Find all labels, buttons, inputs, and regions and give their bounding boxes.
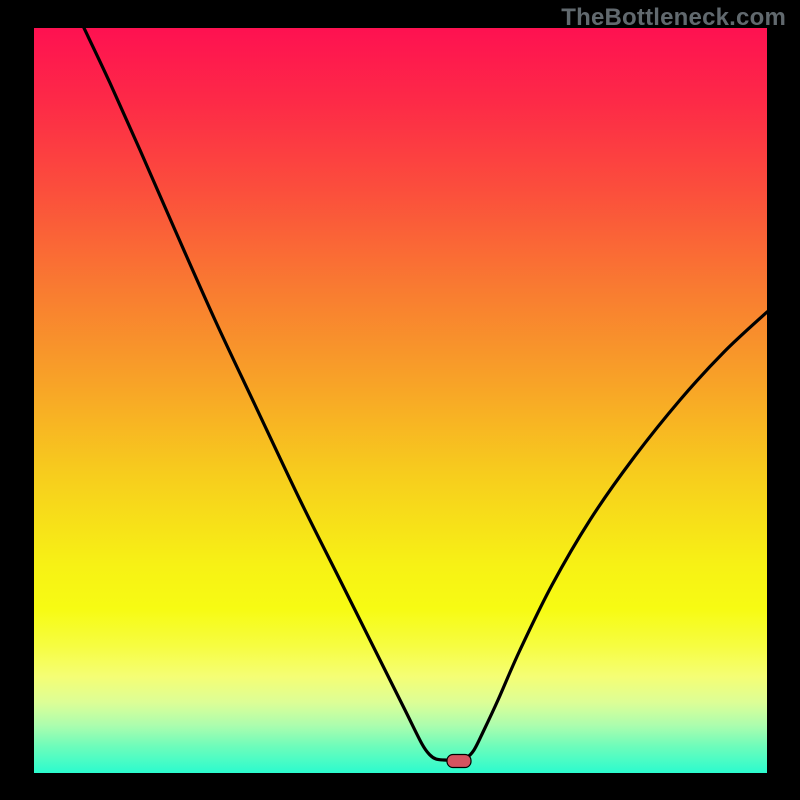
chart-background [34, 28, 767, 773]
chart-frame: TheBottleneck.com [0, 0, 800, 800]
optimum-marker [447, 755, 471, 768]
bottleneck-chart [34, 28, 767, 773]
